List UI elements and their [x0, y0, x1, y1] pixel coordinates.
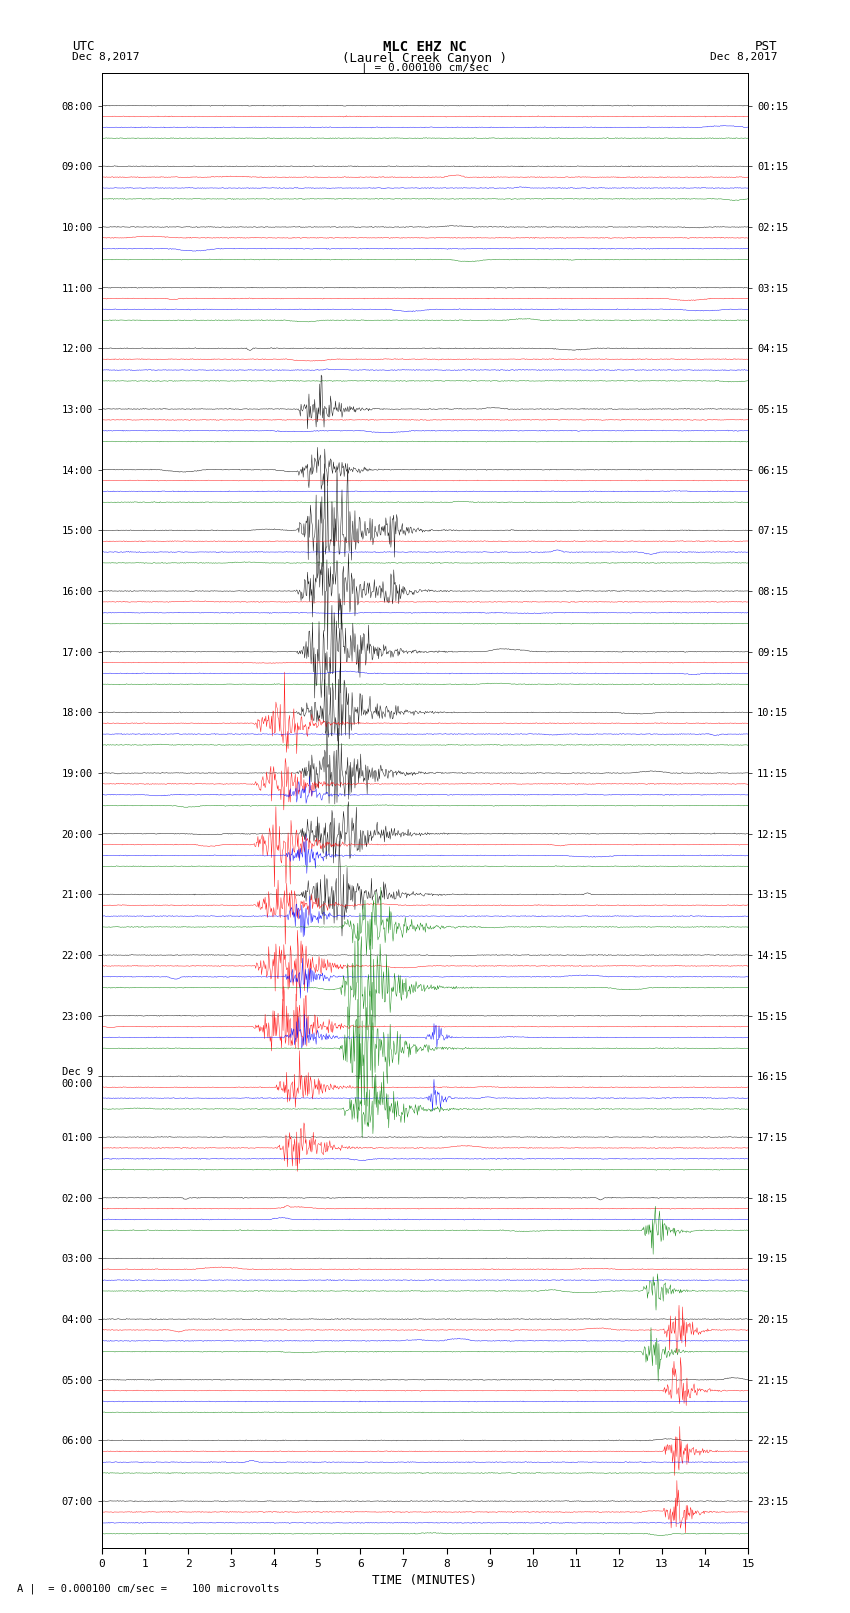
X-axis label: TIME (MINUTES): TIME (MINUTES) [372, 1574, 478, 1587]
Text: A |  = 0.000100 cm/sec =    100 microvolts: A | = 0.000100 cm/sec = 100 microvolts [17, 1582, 280, 1594]
Text: (Laurel Creek Canyon ): (Laurel Creek Canyon ) [343, 52, 507, 65]
Text: | = 0.000100 cm/sec: | = 0.000100 cm/sec [361, 63, 489, 74]
Text: MLC EHZ NC: MLC EHZ NC [383, 40, 467, 55]
Text: Dec 8,2017: Dec 8,2017 [72, 52, 139, 61]
Text: PST: PST [756, 40, 778, 53]
Text: Dec 8,2017: Dec 8,2017 [711, 52, 778, 61]
Text: UTC: UTC [72, 40, 94, 53]
